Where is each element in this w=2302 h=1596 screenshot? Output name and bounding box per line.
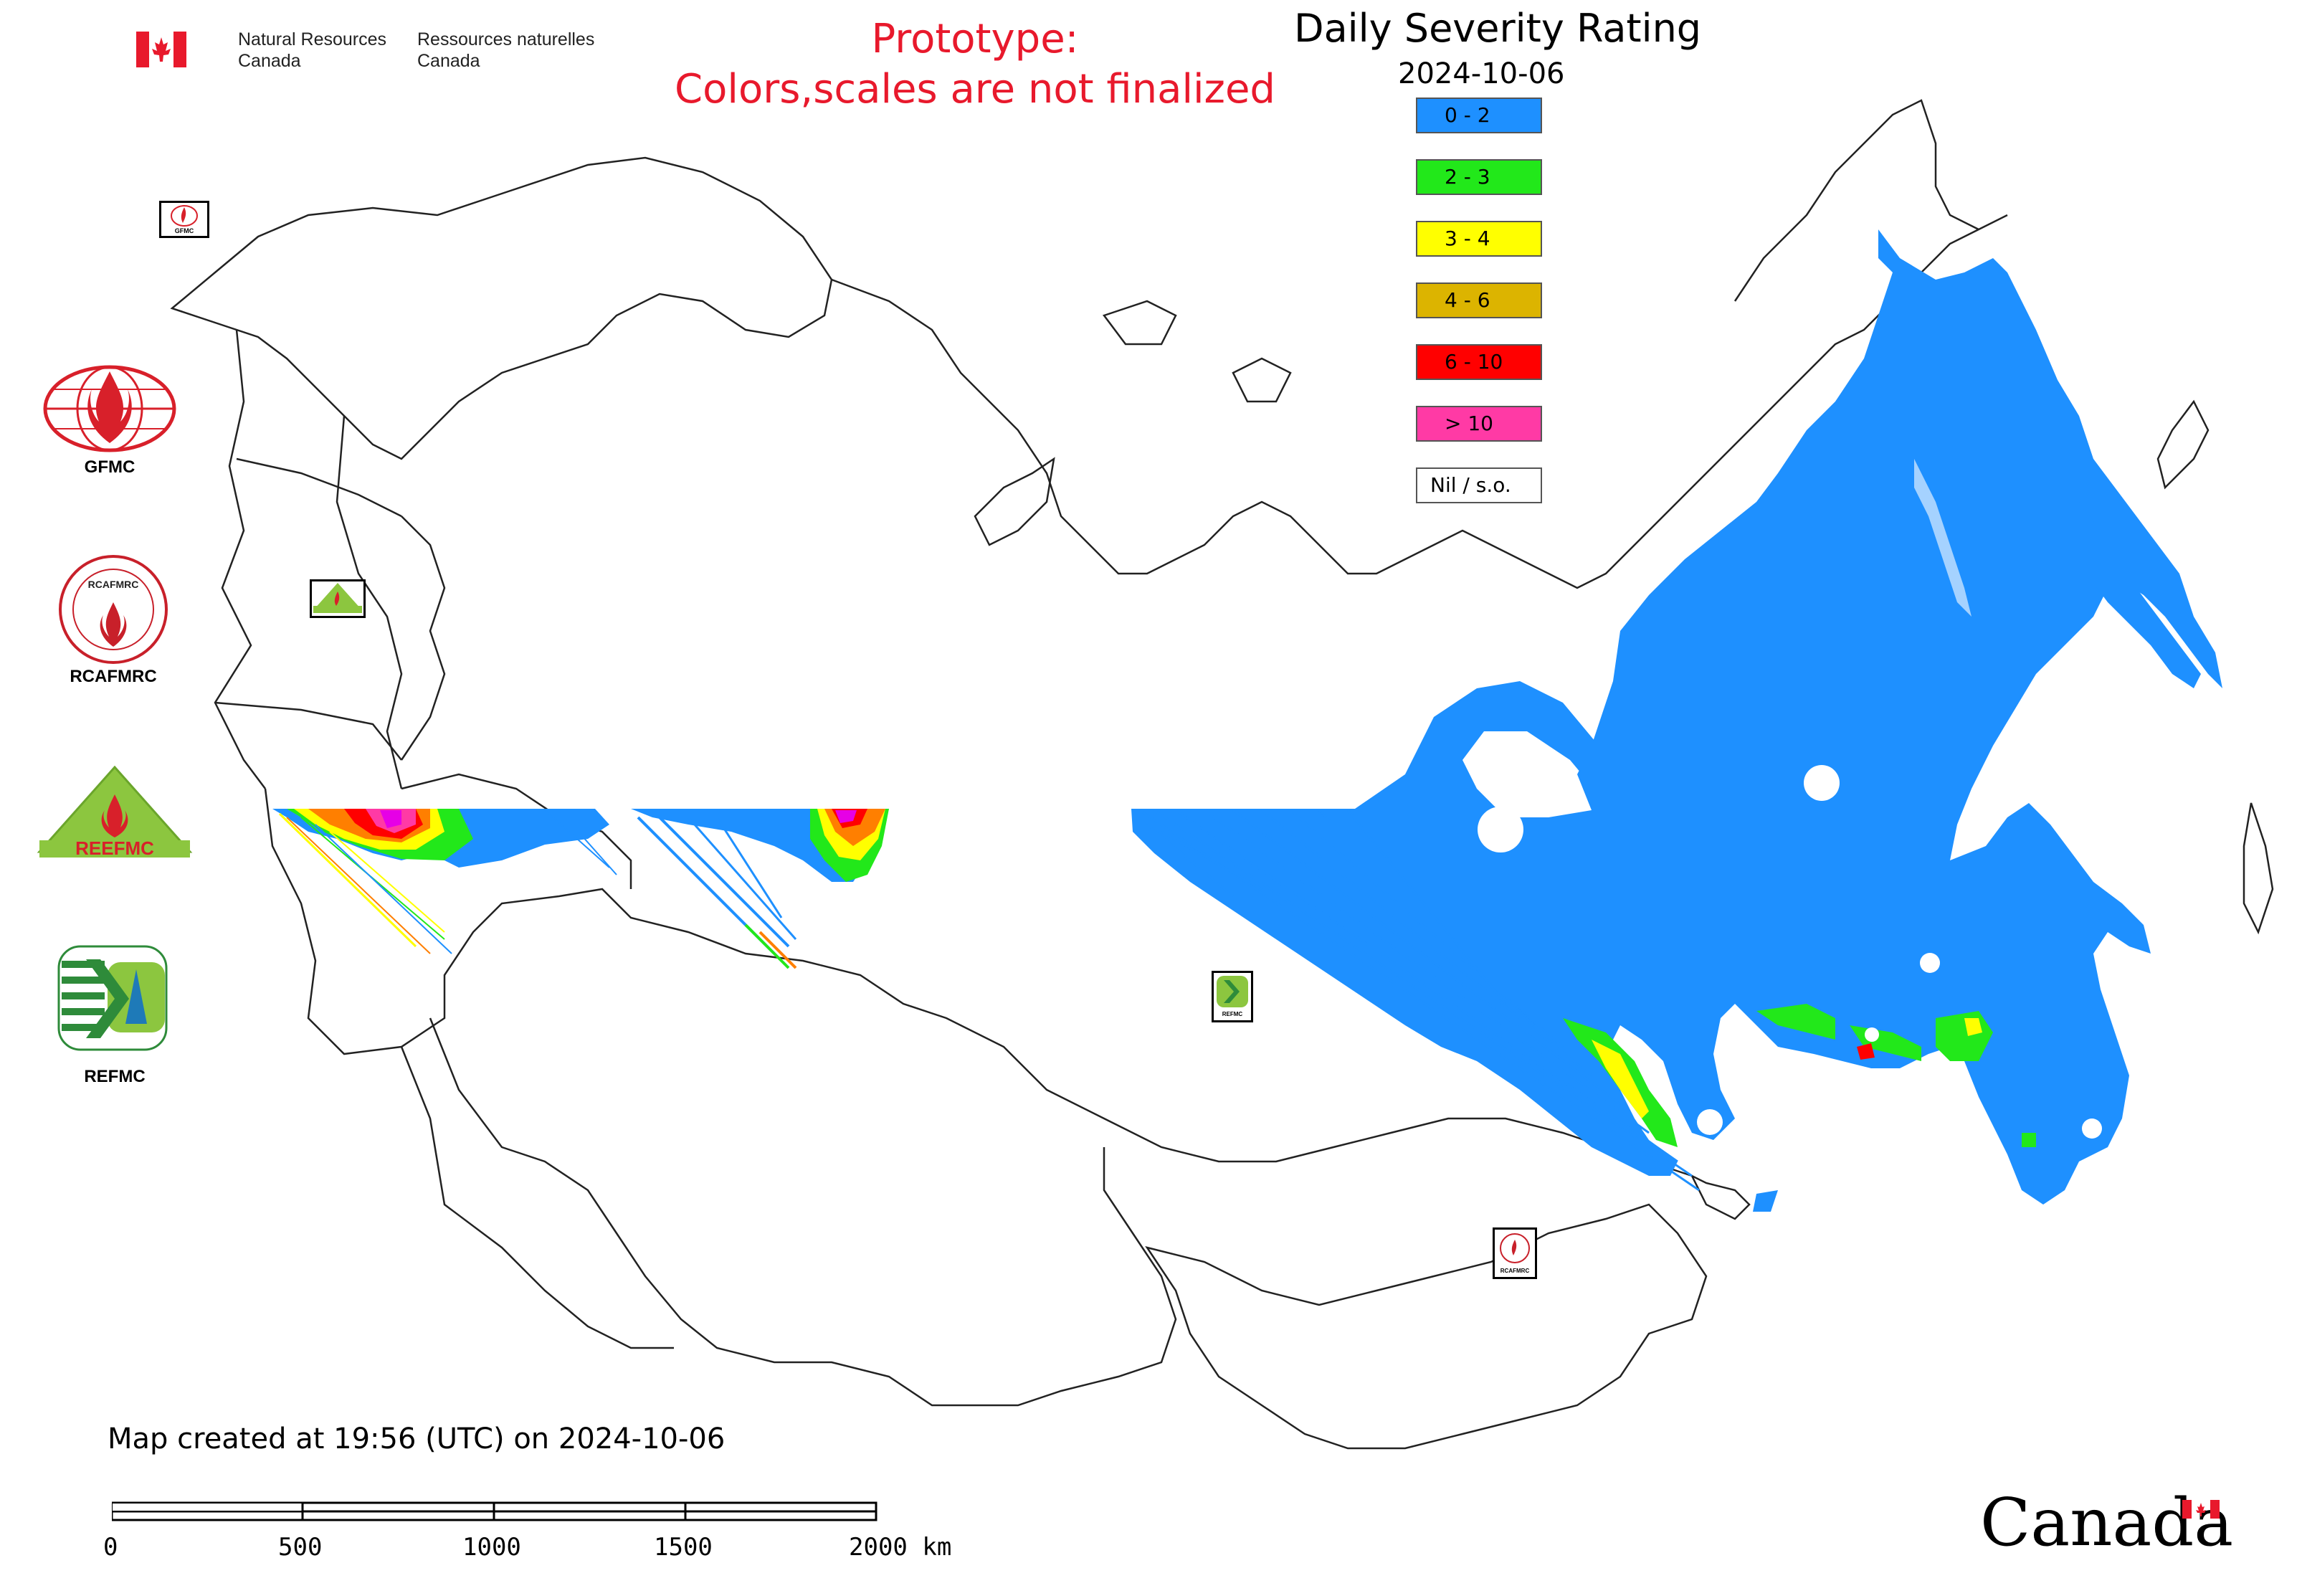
legend-item-0: 0 - 2	[1416, 98, 1542, 133]
fire-data-middle	[631, 809, 889, 969]
prototype-line1: Prototype:	[871, 16, 1079, 62]
map-title: Daily Severity Rating	[1294, 6, 1702, 51]
map-date: 2024-10-06	[1398, 57, 1565, 90]
reefmc-triangle-icon: REEFMC	[37, 765, 193, 859]
country-boundaries	[170, 99, 2274, 1450]
globe-flame-icon	[43, 365, 176, 452]
gfmc-label: GFMC	[84, 457, 135, 477]
refmc-label: REFMC	[84, 1067, 146, 1086]
prototype-line2: Colors,scales are not finalized	[675, 66, 1275, 113]
fire-data-west	[272, 809, 617, 954]
nrcan-en-line1: Natural Resources	[238, 29, 387, 49]
rcafmrc-logo: RCAFMRC RCAFMRC	[56, 552, 171, 688]
legend-item-5: > 10	[1416, 406, 1542, 442]
rcafmrc-marker-label: RCAFMRC	[1500, 1268, 1530, 1274]
nrcan-name-fr: Ressources naturelles Canada	[417, 29, 594, 72]
gfmc-logo: GFMC	[42, 364, 178, 479]
legend-item-4: 6 - 10	[1416, 344, 1542, 380]
legend-item-1: 2 - 3	[1416, 159, 1542, 195]
rcafmrc-marker[interactable]: RCAFMRC	[1493, 1227, 1537, 1279]
scale-tick-2000: 2000 km	[849, 1533, 952, 1562]
nrcan-en-line2: Canada	[238, 51, 301, 71]
reefmc-label: REEFMC	[75, 837, 154, 859]
scale-tick-1500: 1500	[654, 1533, 713, 1562]
canada-wordmark: Canada	[1980, 1484, 2234, 1561]
refmc-marker-icon: REFMC	[1217, 976, 1248, 1017]
reefmc-marker[interactable]	[310, 579, 366, 618]
rcafmrc-label: RCAFMRC	[70, 667, 157, 686]
reefmc-marker-icon	[313, 583, 362, 613]
scale-bar-graphic	[110, 1501, 877, 1521]
prototype-notice: Prototype: Colors,scales are not finaliz…	[674, 14, 1276, 115]
refmc-marker[interactable]: REFMC	[1212, 971, 1253, 1022]
nrcan-name-en: Natural Resources Canada	[238, 29, 386, 72]
refmc-logo: REFMC	[57, 945, 172, 1088]
svg-text:RCAFMRC: RCAFMRC	[88, 579, 139, 590]
map-created-text: Map created at 19:56 (UTC) on 2024-10-06	[108, 1422, 726, 1455]
legend-item-6: Nil / s.o.	[1416, 467, 1542, 503]
gfmc-marker-label: GFMC	[175, 227, 194, 234]
scale-tick-0: 0	[103, 1533, 118, 1562]
nrcan-fr-line1: Ressources naturelles	[417, 29, 595, 49]
rcafmrc-seal-icon: RCAFMRC	[59, 555, 168, 664]
wordmark-flag-icon	[2182, 1500, 2220, 1519]
nrcan-logo	[136, 32, 186, 67]
legend-item-2: 3 - 4	[1416, 221, 1542, 257]
gfmc-marker[interactable]: GFMC	[159, 201, 209, 238]
scale-tick-500: 500	[278, 1533, 323, 1562]
reefmc-logo: REEFMC	[36, 765, 194, 873]
legend: 0 - 2 2 - 3 3 - 4 4 - 6 6 - 10 > 10 Nil …	[1416, 98, 1545, 513]
scale-tick-1000: 1000	[462, 1533, 521, 1562]
gfmc-marker-icon: GFMC	[171, 205, 198, 234]
scale-bar	[110, 1501, 879, 1523]
nrcan-fr-line2: Canada	[417, 51, 480, 71]
fire-data-east	[1131, 229, 2222, 1212]
refmc-marker-label: REFMC	[1222, 1011, 1243, 1017]
legend-item-3: 4 - 6	[1416, 282, 1542, 318]
refmc-sigma-icon	[57, 945, 168, 1051]
canada-flag-icon	[136, 32, 186, 67]
rcafmrc-marker-icon: RCAFMRC	[1500, 1233, 1530, 1274]
